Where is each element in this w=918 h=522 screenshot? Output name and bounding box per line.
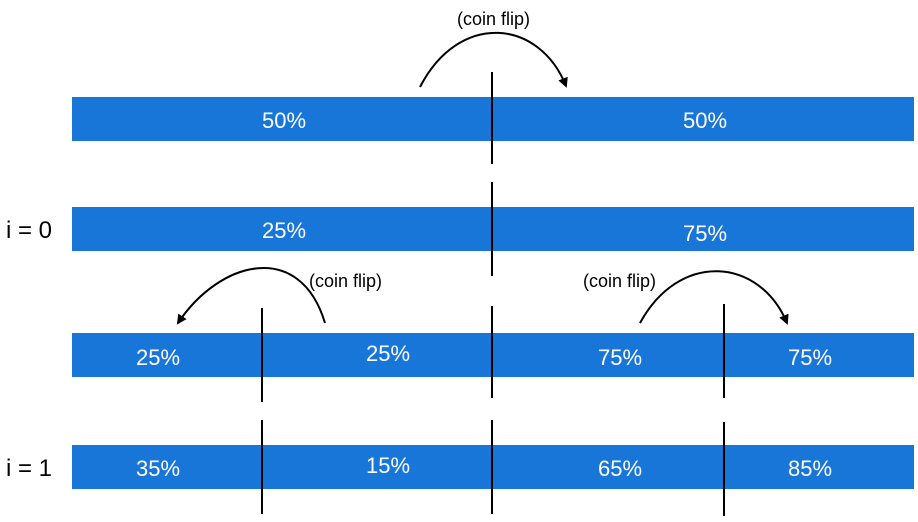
bar-row-0-cell-1: 50% (683, 108, 728, 133)
coin-flip-label-top: (coin flip) (457, 9, 531, 29)
coin-flip-label-right: (coin flip) (583, 271, 657, 291)
bar-row-3-cell-1: 15% (366, 453, 411, 478)
bar-row-0-cell-0: 50% (262, 108, 307, 133)
bar-row-2-cell-1: 25% (366, 341, 411, 366)
coin-flip-arrow-top (419, 31, 568, 88)
bar-row-2-cell-2: 75% (598, 345, 643, 370)
bar-row-3-cell-3: 85% (788, 456, 833, 481)
bar-row-3-cell-0: 35% (136, 456, 181, 481)
coin-flip-arrow-left (176, 267, 326, 325)
row-label-i1: i = 1 (6, 455, 53, 482)
bar-row-2-cell-3: 75% (788, 345, 833, 370)
bar-row-1-cell-1: 75% (683, 221, 728, 246)
row-label-i0: i = 0 (6, 217, 53, 244)
coin-flip-arrow-right (639, 270, 789, 325)
bar-row-3-cell-2: 65% (598, 456, 643, 481)
coin-flip-label-left: (coin flip) (309, 271, 383, 291)
bar-row-1-cell-0: 25% (262, 218, 307, 243)
bar-row-2-cell-0: 25% (136, 345, 181, 370)
